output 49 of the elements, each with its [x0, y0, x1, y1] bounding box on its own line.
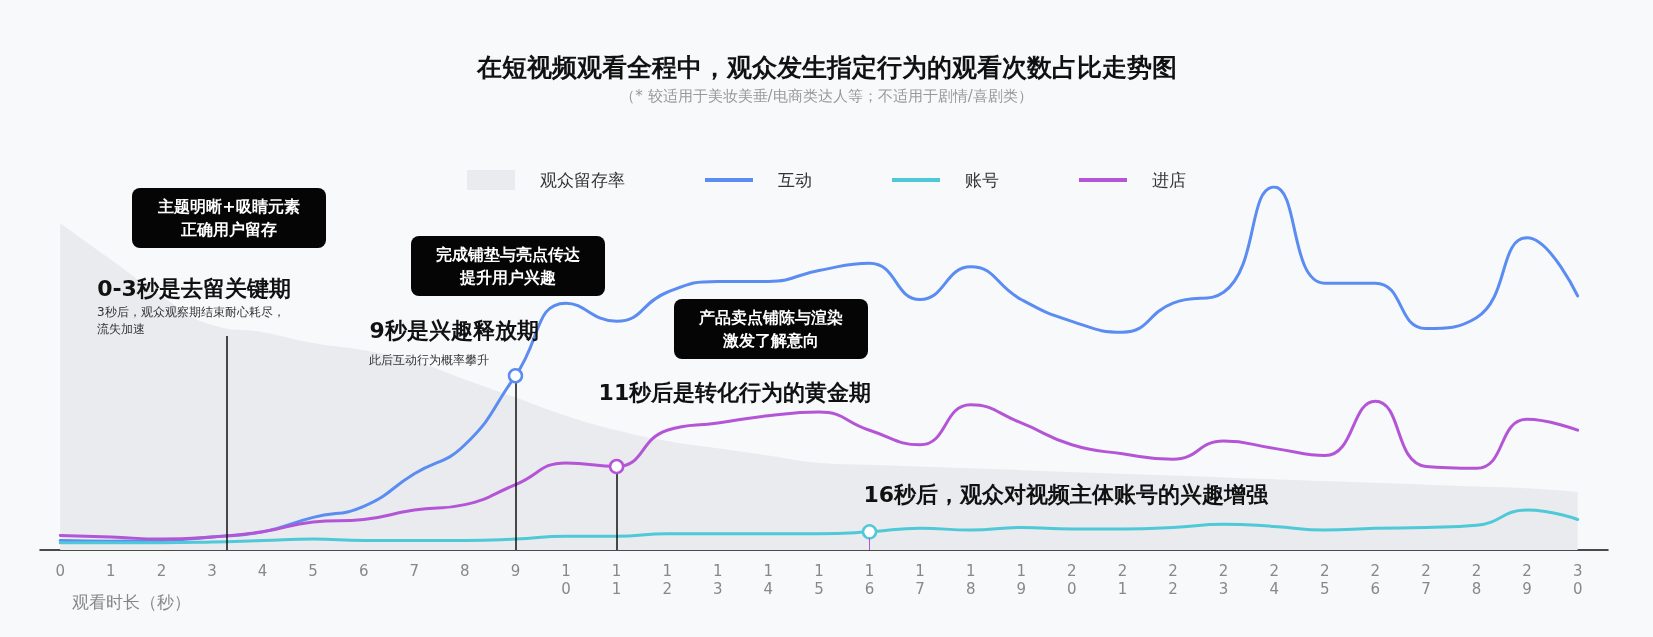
- callout-box: 产品卖点铺陈与渲染激发了解意向: [674, 299, 868, 359]
- x-tick-label: 0: [55, 562, 66, 580]
- chart-title: 在短视频观看全程中，观众发生指定行为的观看次数占比走势图: [475, 53, 1177, 82]
- annotation: 完成铺垫与亮点传达提升用户兴趣: [436, 245, 580, 287]
- legend-label: 观众留存率: [540, 170, 625, 190]
- x-tick-label: 4: [257, 562, 268, 580]
- x-tick-label: 1 0: [561, 562, 571, 598]
- x-tick-label: 1 1: [611, 562, 622, 598]
- x-tick-label: 1 9: [1016, 562, 1027, 598]
- legend-label: 互动: [778, 170, 812, 190]
- x-tick-label: 1 3: [713, 562, 723, 598]
- x-tick-label: 3 0: [1572, 562, 1583, 598]
- chart-subtitle: （* 较适用于美妆美垂/电商类达人等；不适用于剧情/喜剧类）: [620, 86, 1033, 105]
- x-tick-label: 2 5: [1319, 562, 1330, 598]
- x-tick-label: 7: [409, 562, 420, 580]
- annotation: 产品卖点铺陈与渲染激发了解意向: [699, 308, 843, 350]
- x-tick-label: 2 8: [1471, 562, 1482, 598]
- x-tick-label: 1 4: [763, 562, 774, 598]
- x-tick-label: 1 6: [864, 562, 875, 598]
- legend-label: 账号: [965, 170, 999, 190]
- x-axis-title: 观看时长（秒）: [72, 591, 191, 612]
- ref-line-label: 0-3秒是去留关键期: [97, 276, 291, 302]
- x-tick-label: 5: [308, 562, 318, 580]
- x-tick-label: 2 6: [1370, 562, 1381, 598]
- x-tick-label: 2 0: [1067, 562, 1077, 598]
- annotation: 3秒后，观众观察期结束耐心耗尽，流失加速: [97, 304, 286, 338]
- callout-box: 主题明晰+吸睛元素正确用户留存: [132, 188, 326, 248]
- legend-label: 进店: [1152, 170, 1186, 190]
- callout-box: 完成铺垫与亮点传达提升用户兴趣: [411, 236, 605, 296]
- annotation: 11秒后是转化行为的黄金期: [598, 379, 872, 406]
- x-tick-label: 1 2: [662, 562, 672, 598]
- x-tick-label: 9: [510, 562, 521, 580]
- annotation: 16秒后，观众对视频主体账号的兴趣增强: [863, 481, 1269, 508]
- x-tick-label: 3: [207, 562, 217, 580]
- x-tick-label: 2 3: [1218, 562, 1229, 598]
- x-tick-label: 1 7: [915, 562, 925, 598]
- x-tick-label: 1 5: [814, 562, 824, 598]
- x-tick-label: 2 2: [1168, 562, 1178, 598]
- x-tick-label: 2 4: [1269, 562, 1279, 598]
- x-tick-label: 1: [106, 562, 116, 580]
- x-tick-label: 1 8: [965, 562, 976, 598]
- x-tick-label: 2 1: [1117, 562, 1128, 598]
- x-tick-label: 6: [358, 562, 369, 580]
- annotation: 主题明晰+吸睛元素正确用户留存: [158, 197, 300, 239]
- x-tick-label: 2: [156, 562, 167, 580]
- x-tick-label: 2 9: [1522, 562, 1532, 598]
- x-tick-label: 2 7: [1421, 562, 1431, 598]
- x-tick-label: 8: [460, 562, 470, 580]
- annotation: 此后互动行为概率攀升: [369, 352, 489, 369]
